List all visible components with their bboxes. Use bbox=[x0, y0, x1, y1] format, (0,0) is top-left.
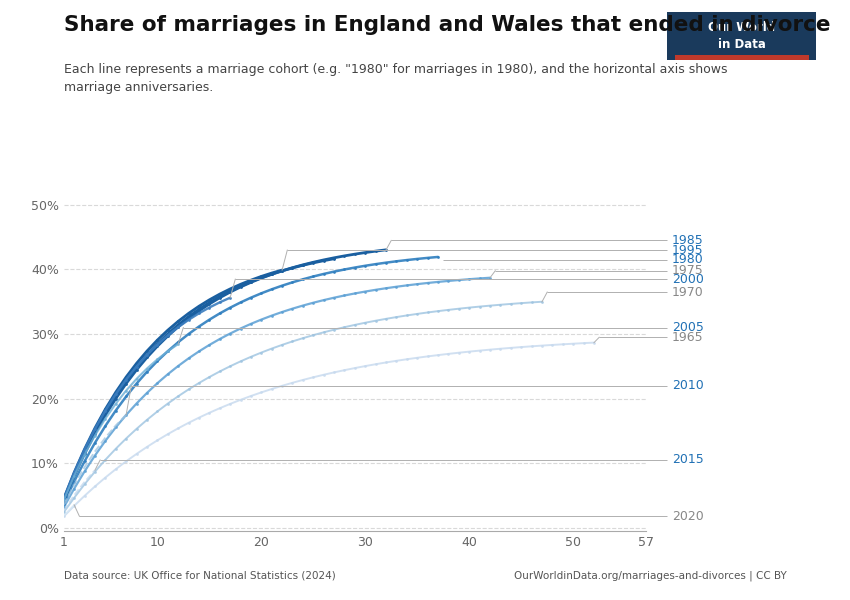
Text: 2015: 2015 bbox=[672, 454, 704, 466]
Text: 1975: 1975 bbox=[672, 264, 704, 277]
Text: 1970: 1970 bbox=[672, 286, 704, 299]
Text: 2020: 2020 bbox=[672, 509, 704, 523]
Text: Our World: Our World bbox=[708, 21, 775, 34]
Text: 1985: 1985 bbox=[672, 234, 704, 247]
Text: 2010: 2010 bbox=[672, 379, 704, 392]
Text: Data source: UK Office for National Statistics (2024): Data source: UK Office for National Stat… bbox=[64, 571, 336, 581]
Text: in Data: in Data bbox=[717, 38, 766, 51]
Text: OurWorldinData.org/marriages-and-divorces | CC BY: OurWorldinData.org/marriages-and-divorce… bbox=[513, 570, 786, 581]
Text: 2000: 2000 bbox=[672, 272, 704, 286]
Text: Each line represents a marriage cohort (e.g. "1980" for marriages in 1980), and : Each line represents a marriage cohort (… bbox=[64, 63, 728, 94]
Text: 1980: 1980 bbox=[672, 253, 704, 266]
Text: 1965: 1965 bbox=[672, 331, 704, 344]
Text: 1995: 1995 bbox=[672, 244, 704, 257]
Bar bbox=[675, 55, 808, 60]
Text: Share of marriages in England and Wales that ended in divorce: Share of marriages in England and Wales … bbox=[64, 15, 830, 35]
Text: 2005: 2005 bbox=[672, 321, 704, 334]
